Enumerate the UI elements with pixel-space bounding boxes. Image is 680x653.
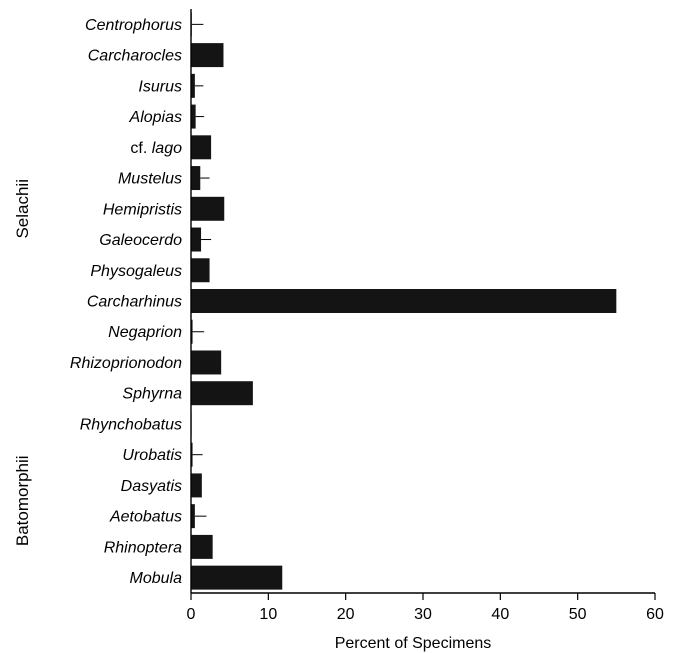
- bar: [191, 104, 196, 129]
- category-label-prefix: cf.: [130, 140, 151, 157]
- category-label: Carcharhinus: [87, 294, 182, 311]
- x-tick-label: 30: [414, 606, 432, 623]
- category-label-text: lago: [152, 140, 182, 157]
- category-label-text: Carcharocles: [88, 48, 182, 65]
- x-tick-label: 10: [259, 606, 277, 623]
- category-label-text: Centrophorus: [85, 17, 182, 34]
- bar: [191, 381, 253, 406]
- category-label-text: Galeocerdo: [99, 232, 182, 249]
- category-label-text: Negaprion: [108, 324, 182, 341]
- x-tick-label: 60: [646, 606, 664, 623]
- category-label: Rhizoprionodon: [70, 355, 182, 372]
- category-label-text: Alopias: [129, 109, 182, 126]
- category-label: Negaprion: [108, 324, 182, 341]
- category-label: Mustelus: [118, 171, 182, 188]
- bar: [191, 135, 212, 160]
- bar: [191, 565, 283, 590]
- category-label: Isurus: [138, 78, 182, 95]
- category-label: Sphyrna: [122, 386, 182, 403]
- category-label: Alopias: [129, 109, 182, 126]
- category-label: Galeocerdo: [99, 232, 182, 249]
- category-labels: Centrophorus Carcharocles Isurus Alopias cf.…: [70, 17, 182, 587]
- category-label-text: Mustelus: [118, 171, 182, 188]
- bar: [191, 442, 193, 467]
- category-label: cf. lago: [130, 140, 182, 157]
- category-label: Physogaleus: [90, 263, 182, 280]
- group-label: Selachii: [13, 179, 32, 239]
- bar: [191, 43, 224, 68]
- category-label-text: Hemipristis: [103, 201, 182, 218]
- category-label: Centrophorus: [85, 17, 182, 34]
- category-label-text: Aetobatus: [109, 509, 182, 526]
- bar: [191, 196, 225, 221]
- bar: [191, 534, 213, 559]
- bar: [191, 350, 222, 375]
- bar: [191, 504, 195, 529]
- category-label: Aetobatus: [109, 509, 182, 526]
- bar: [191, 258, 210, 283]
- bar: [191, 73, 195, 98]
- category-label-text: Carcharhinus: [87, 294, 182, 311]
- group-labels: Selachii Batomorphii: [13, 179, 32, 546]
- category-label-text: Rhizoprionodon: [70, 355, 182, 372]
- category-label-text: Rhinoptera: [104, 539, 182, 556]
- category-label: Carcharocles: [88, 48, 182, 65]
- category-label-text: Mobula: [130, 570, 183, 587]
- bar: [191, 473, 202, 498]
- x-tick-label: 20: [337, 606, 355, 623]
- bar: [191, 227, 202, 252]
- category-label-text: Physogaleus: [90, 263, 182, 280]
- category-label-text: Rhynchobatus: [80, 416, 182, 433]
- bar: [191, 319, 193, 344]
- category-label: Rhynchobatus: [80, 416, 182, 433]
- bar: [191, 289, 617, 313]
- category-label: Rhinoptera: [104, 539, 182, 556]
- x-tick-label: 0: [187, 606, 196, 623]
- category-label: Dasyatis: [121, 478, 182, 495]
- category-label: Hemipristis: [103, 201, 182, 218]
- x-axis-title: Percent of Specimens: [335, 635, 492, 652]
- category-label: Urobatis: [122, 447, 182, 464]
- category-label-text: Isurus: [138, 78, 182, 95]
- bar: [191, 166, 201, 191]
- axes: 0 10 20 30 40 50 60: [187, 9, 664, 623]
- group-label: Batomorphii: [13, 455, 32, 546]
- category-label-text: Urobatis: [122, 447, 182, 464]
- x-tick-label: 40: [491, 606, 509, 623]
- bars: [191, 12, 617, 590]
- category-label-text: Dasyatis: [121, 478, 182, 495]
- category-label-text: Sphyrna: [122, 386, 182, 403]
- x-tick-label: 50: [569, 606, 587, 623]
- category-label: Mobula: [130, 570, 183, 587]
